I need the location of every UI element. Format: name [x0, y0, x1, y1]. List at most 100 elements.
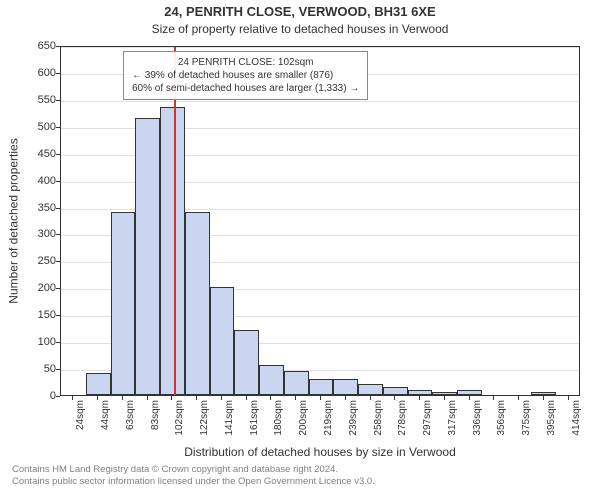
- x-tick-label: 102sqm: [174, 400, 185, 436]
- x-tick-mark: [122, 396, 123, 400]
- y-tick-mark: [56, 369, 60, 370]
- y-tick-mark: [56, 46, 60, 47]
- x-tick-label: 278sqm: [397, 400, 408, 436]
- y-tick-mark: [56, 208, 60, 209]
- histogram-bar: [383, 387, 408, 395]
- histogram-bar: [309, 379, 334, 395]
- histogram-bar: [333, 379, 358, 395]
- x-tick-mark: [370, 396, 371, 400]
- x-tick-label: 24sqm: [75, 400, 86, 430]
- y-tick-mark: [56, 127, 60, 128]
- y-tick-mark: [56, 234, 60, 235]
- x-tick-label: 317sqm: [447, 400, 458, 436]
- histogram-chart: 24, PENRITH CLOSE, VERWOOD, BH31 6XE Siz…: [0, 0, 600, 500]
- x-tick-mark: [493, 396, 494, 400]
- x-tick-mark: [394, 396, 395, 400]
- x-tick-mark: [72, 396, 73, 400]
- x-tick-mark: [147, 396, 148, 400]
- y-tick-mark: [56, 342, 60, 343]
- y-tick-label: 100: [16, 336, 56, 348]
- histogram-bar: [185, 212, 210, 395]
- y-tick-label: 150: [16, 309, 56, 321]
- footer-line: Contains public sector information licen…: [12, 476, 588, 488]
- x-tick-label: 200sqm: [298, 400, 309, 436]
- y-tick-mark: [56, 181, 60, 182]
- grid-line: [61, 101, 579, 102]
- x-tick-mark: [444, 396, 445, 400]
- y-tick-mark: [56, 100, 60, 101]
- y-tick-mark: [56, 315, 60, 316]
- y-tick-label: 350: [16, 202, 56, 214]
- y-tick-mark: [56, 154, 60, 155]
- x-tick-label: 44sqm: [100, 400, 111, 430]
- y-tick-mark: [56, 396, 60, 397]
- chart-title: 24, PENRITH CLOSE, VERWOOD, BH31 6XE: [0, 4, 600, 19]
- x-tick-mark: [295, 396, 296, 400]
- y-tick-label: 0: [16, 390, 56, 402]
- y-tick-label: 200: [16, 282, 56, 294]
- y-tick-label: 500: [16, 121, 56, 133]
- histogram-bar: [531, 392, 556, 395]
- y-tick-label: 650: [16, 40, 56, 52]
- footer-line: Contains HM Land Registry data © Crown c…: [12, 464, 588, 476]
- y-tick-label: 550: [16, 94, 56, 106]
- y-tick-label: 450: [16, 148, 56, 160]
- callout-line: ← 39% of detached houses are smaller (87…: [132, 69, 359, 82]
- x-tick-label: 239sqm: [348, 400, 359, 436]
- x-axis-label: Distribution of detached houses by size …: [60, 445, 580, 459]
- histogram-bar: [432, 392, 457, 395]
- x-tick-mark: [469, 396, 470, 400]
- histogram-bar: [111, 212, 136, 395]
- x-tick-label: 336sqm: [472, 400, 483, 436]
- y-tick-label: 600: [16, 67, 56, 79]
- histogram-bar: [135, 118, 160, 395]
- histogram-bar: [86, 373, 111, 395]
- callout-line: 60% of semi-detached houses are larger (…: [132, 82, 359, 95]
- grid-line: [61, 47, 579, 48]
- callout-header: 24 PENRITH CLOSE: 102sqm: [132, 56, 359, 69]
- x-tick-label: 63sqm: [125, 400, 136, 430]
- histogram-bar: [210, 287, 235, 395]
- y-tick-label: 300: [16, 228, 56, 240]
- x-tick-mark: [543, 396, 544, 400]
- x-tick-mark: [518, 396, 519, 400]
- x-tick-label: 297sqm: [422, 400, 433, 436]
- histogram-bar: [457, 390, 482, 395]
- x-tick-label: 122sqm: [199, 400, 210, 436]
- plot-area: 24 PENRITH CLOSE: 102sqm← 39% of detache…: [60, 46, 580, 396]
- x-tick-mark: [97, 396, 98, 400]
- x-tick-label: 83sqm: [150, 400, 161, 430]
- x-tick-label: 141sqm: [224, 400, 235, 436]
- y-tick-mark: [56, 288, 60, 289]
- x-tick-mark: [419, 396, 420, 400]
- histogram-bar: [259, 365, 284, 395]
- y-tick-label: 400: [16, 175, 56, 187]
- x-tick-mark: [246, 396, 247, 400]
- y-tick-label: 50: [16, 363, 56, 375]
- x-tick-label: 375sqm: [521, 400, 532, 436]
- chart-footer: Contains HM Land Registry data © Crown c…: [12, 464, 588, 488]
- histogram-bar: [284, 371, 309, 395]
- x-tick-mark: [568, 396, 569, 400]
- x-tick-label: 258sqm: [373, 400, 384, 436]
- x-tick-label: 180sqm: [273, 400, 284, 436]
- chart-subtitle: Size of property relative to detached ho…: [0, 22, 600, 36]
- x-tick-mark: [270, 396, 271, 400]
- y-tick-label: 250: [16, 255, 56, 267]
- x-tick-label: 395sqm: [546, 400, 557, 436]
- x-tick-mark: [196, 396, 197, 400]
- x-tick-mark: [345, 396, 346, 400]
- callout-box: 24 PENRITH CLOSE: 102sqm← 39% of detache…: [123, 51, 368, 100]
- histogram-bar: [234, 330, 259, 395]
- x-tick-mark: [221, 396, 222, 400]
- x-tick-mark: [320, 396, 321, 400]
- histogram-bar: [358, 384, 383, 395]
- y-tick-mark: [56, 73, 60, 74]
- x-tick-label: 414sqm: [571, 400, 582, 436]
- x-tick-mark: [171, 396, 172, 400]
- x-tick-label: 219sqm: [323, 400, 334, 436]
- y-tick-mark: [56, 261, 60, 262]
- histogram-bar: [408, 390, 433, 395]
- histogram-bar: [160, 107, 185, 395]
- x-tick-label: 356sqm: [496, 400, 507, 436]
